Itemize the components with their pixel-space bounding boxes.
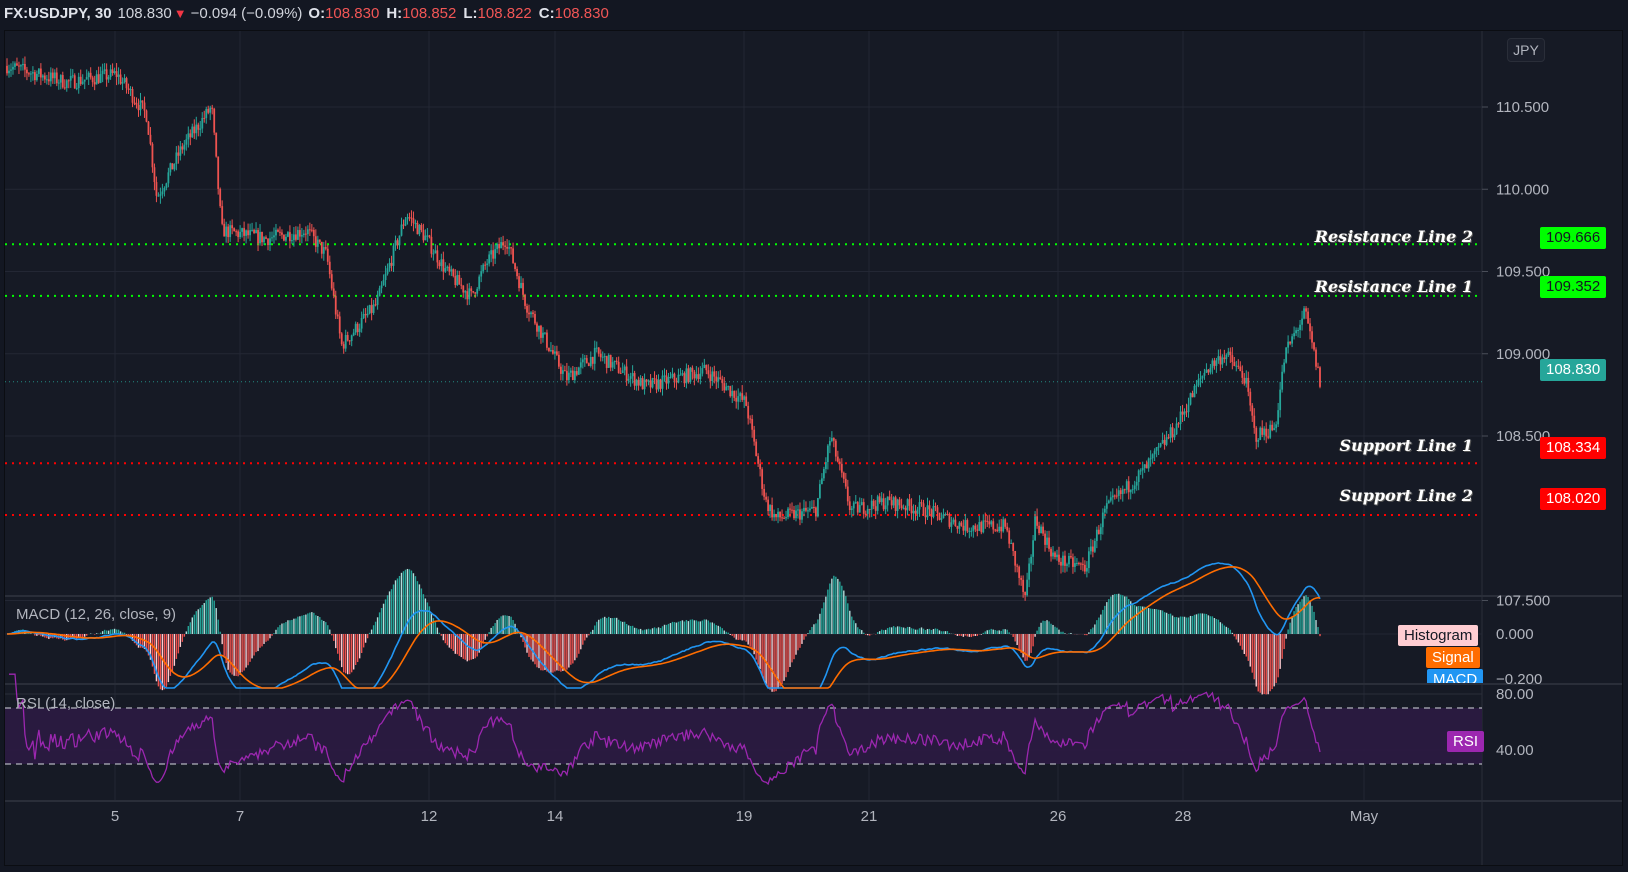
level-lines xyxy=(5,243,1482,516)
rsi-title[interactable]: RSI (14, close) xyxy=(16,695,116,712)
macd-legend-clip: MACD xyxy=(1427,669,1487,683)
open-label: O: xyxy=(308,4,326,22)
open-value: 108.830 xyxy=(325,4,380,22)
last-price: 108.830 xyxy=(117,4,172,22)
svg-text:28: 28 xyxy=(1175,808,1192,825)
svg-text:107.500: 107.500 xyxy=(1496,593,1550,610)
level-label-resistance-1: Resistance Line 1 xyxy=(1314,277,1473,296)
macd-legend-histogram: Histogram xyxy=(1398,625,1479,646)
rsi-band xyxy=(5,707,1482,765)
level-label-support-2: Support Line 2 xyxy=(1339,486,1473,505)
current-price-tag: 108.830 xyxy=(1540,359,1607,381)
macd-legend-signal: Signal xyxy=(1426,647,1480,668)
svg-text:109.500: 109.500 xyxy=(1496,264,1550,281)
svg-text:5: 5 xyxy=(111,808,119,825)
low-label: L: xyxy=(463,4,478,22)
level-tag-support-2: 108.020 xyxy=(1540,488,1607,510)
low-value: 108.822 xyxy=(477,4,532,22)
level-tag-support-1: 108.334 xyxy=(1540,437,1607,459)
axes: 5 7 12 14 19 21 26 28 May 110.500 110.000 109.500 10… xyxy=(111,99,1550,825)
svg-text:110.500: 110.500 xyxy=(1496,99,1549,116)
svg-text:26: 26 xyxy=(1050,808,1067,825)
svg-text:May: May xyxy=(1350,808,1379,825)
macd-legend-macd: MACD xyxy=(1427,669,1484,683)
symbol-title[interactable]: FX:USDJPY, 30 xyxy=(4,4,112,22)
triangle-down-icon: ▼ xyxy=(173,5,187,21)
level-label-resistance-2: Resistance Line 2 xyxy=(1314,227,1473,246)
close-value: 108.830 xyxy=(554,4,609,22)
svg-text:0.000: 0.000 xyxy=(1496,626,1534,643)
svg-text:110.000: 110.000 xyxy=(1496,181,1549,198)
macd-plot xyxy=(6,562,1321,695)
rsi-tag: RSI xyxy=(1447,731,1485,752)
svg-text:−0.200: −0.200 xyxy=(1496,671,1542,688)
svg-text:12: 12 xyxy=(421,808,438,825)
rsi-plot xyxy=(9,673,1321,786)
price-change: −0.094 (−0.09%) xyxy=(190,4,303,22)
level-tag-resistance-2: 109.666 xyxy=(1540,227,1607,249)
svg-text:21: 21 xyxy=(861,808,878,825)
svg-text:14: 14 xyxy=(547,808,564,825)
svg-text:40.00: 40.00 xyxy=(1496,742,1534,759)
high-label: H: xyxy=(386,4,403,22)
currency-button[interactable]: JPY xyxy=(1507,38,1545,62)
svg-text:80.00: 80.00 xyxy=(1496,686,1534,703)
level-tag-resistance-1: 109.352 xyxy=(1540,276,1607,298)
close-label: C: xyxy=(538,4,555,22)
price-candles xyxy=(6,56,1321,601)
macd-title[interactable]: MACD (12, 26, close, 9) xyxy=(16,606,177,623)
svg-text:7: 7 xyxy=(236,808,244,825)
high-value: 108.852 xyxy=(402,4,457,22)
svg-text:108.500: 108.500 xyxy=(1496,428,1550,445)
symbol-header: FX:USDJPY, 30 108.830 ▼ −0.094 (−0.09%) … xyxy=(0,0,1628,26)
level-label-support-1: Support Line 1 xyxy=(1339,436,1473,455)
svg-text:19: 19 xyxy=(736,808,753,825)
svg-text:109.000: 109.000 xyxy=(1496,346,1550,363)
